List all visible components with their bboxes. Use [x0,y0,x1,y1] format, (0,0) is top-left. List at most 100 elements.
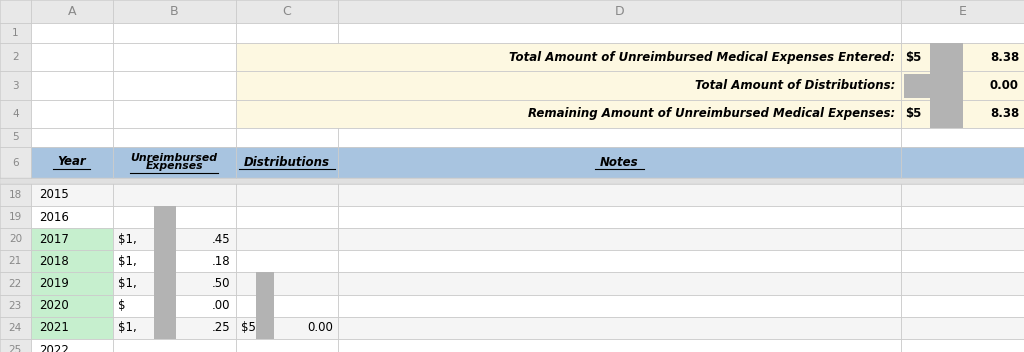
Bar [932,102,961,126]
Bar [236,339,338,352]
Bar [31,0,113,23]
Bar [0,184,31,206]
Text: $1,: $1, [118,255,136,268]
Text: Distributions: Distributions [244,156,330,169]
Text: $5: $5 [905,107,922,120]
Bar [154,206,176,339]
Bar [31,184,113,206]
Bar [236,317,338,339]
Bar [338,147,901,178]
Text: $1,: $1, [118,277,136,290]
Bar [113,250,236,272]
Bar [0,100,31,128]
Bar [901,295,1024,317]
Bar [338,206,901,228]
Text: 0.00: 0.00 [307,321,333,334]
Bar [904,74,935,98]
Bar [31,147,113,178]
Bar [31,295,113,317]
Text: .45: .45 [212,233,230,246]
Bar [236,147,338,178]
Bar [338,250,901,272]
Bar [0,128,31,147]
Bar [901,272,1024,295]
Text: Total Amount of Unreimbursed Medical Expenses Entered:: Total Amount of Unreimbursed Medical Exp… [509,51,895,64]
Bar [338,184,901,206]
Bar [0,295,31,317]
Text: 2020: 2020 [39,299,69,312]
Bar [236,295,338,317]
Text: $: $ [118,299,125,312]
Bar [113,147,236,178]
Text: $1,: $1, [118,233,136,246]
Text: E: E [958,5,967,18]
Bar [0,206,31,228]
Bar [0,147,31,178]
Bar [932,45,961,69]
Text: 2016: 2016 [39,210,69,224]
Bar [338,228,901,250]
Text: C: C [283,5,291,18]
Text: 4: 4 [12,109,18,119]
Bar [0,0,31,23]
Text: Total Amount of Distributions:: Total Amount of Distributions: [694,79,895,92]
Bar [236,206,338,228]
Text: 2015: 2015 [39,188,69,201]
Bar [0,250,31,272]
Text: 2022: 2022 [39,344,69,352]
Text: 3: 3 [12,81,18,90]
Text: 2: 2 [12,52,18,62]
Bar [31,206,113,228]
Bar [901,0,1024,23]
Bar [0,339,31,352]
Bar [901,184,1024,206]
Bar [930,43,963,128]
Bar [236,71,901,100]
Bar [113,206,236,228]
Bar [113,339,236,352]
Bar [901,228,1024,250]
Text: 8.38: 8.38 [990,51,1020,64]
Bar [31,317,113,339]
Text: 2019: 2019 [39,277,69,290]
Bar [113,184,236,206]
Text: $5: $5 [241,321,256,334]
Text: Remaining Amount of Unreimbursed Medical Expenses:: Remaining Amount of Unreimbursed Medical… [527,107,895,120]
Text: 21: 21 [9,256,22,266]
Bar [901,206,1024,228]
Bar [236,100,901,128]
Bar [901,250,1024,272]
Bar [31,272,113,295]
Bar [338,272,901,295]
Bar [236,184,338,206]
Text: .25: .25 [212,321,230,334]
Bar [0,43,31,71]
Bar [901,147,1024,178]
Bar [236,228,338,250]
Bar [901,71,1024,100]
Text: 23: 23 [9,301,22,311]
Text: 2018: 2018 [39,255,69,268]
Text: .00: .00 [212,299,230,312]
Text: 6: 6 [12,158,18,168]
Bar [0,317,31,339]
Bar [236,0,338,23]
Text: 19: 19 [9,212,22,222]
Text: 24: 24 [9,323,22,333]
Text: Unreimbursed: Unreimbursed [131,153,217,163]
Bar [113,0,236,23]
Bar [31,250,113,272]
Text: 8.38: 8.38 [990,107,1020,120]
Text: A: A [68,5,76,18]
Text: 2021: 2021 [39,321,69,334]
Bar [338,295,901,317]
Bar [338,317,901,339]
Bar [236,272,338,295]
Text: Year: Year [57,155,86,168]
Bar [31,339,113,352]
Text: 2017: 2017 [39,233,69,246]
Text: Notes: Notes [600,156,639,169]
Bar [0,272,31,295]
Bar [901,43,1024,71]
Bar [113,295,236,317]
